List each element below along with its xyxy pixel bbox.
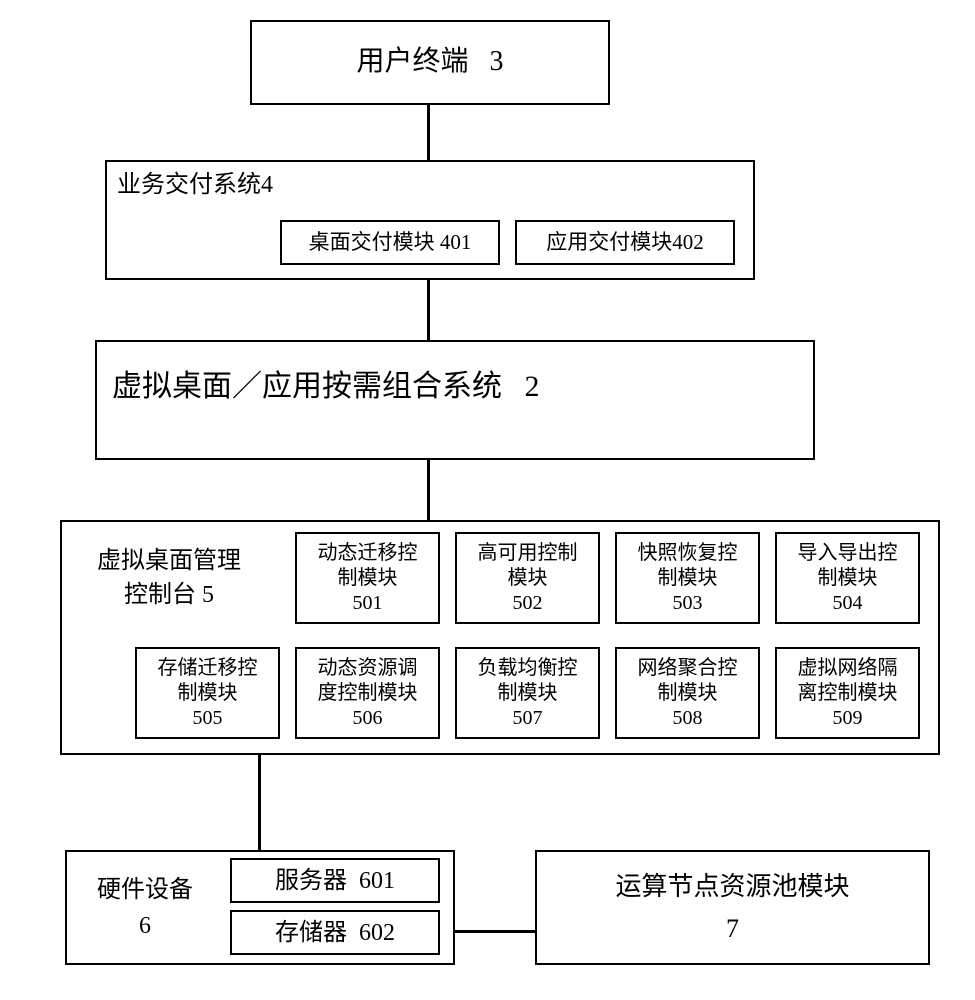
module-503: 快照恢复控 制模块 503 xyxy=(615,532,760,624)
module-505: 存储迁移控 制模块 505 xyxy=(135,647,280,739)
label: 运算节点资源池模块 7 xyxy=(615,866,849,949)
edge-2 xyxy=(427,280,430,340)
edge-5 xyxy=(455,930,535,933)
module-502: 高可用控制 模块 502 xyxy=(455,532,600,624)
label: 导入导出控 制模块 504 xyxy=(798,541,898,616)
label: 虚拟网络隔 离控制模块 509 xyxy=(798,656,898,731)
module-507: 负载均衡控 制模块 507 xyxy=(455,647,600,739)
label: 快照恢复控 制模块 503 xyxy=(638,541,738,616)
node-memory: 存储器 602 xyxy=(230,910,440,955)
module-508: 网络聚合控 制模块 508 xyxy=(615,647,760,739)
label: 应用交付模块402 xyxy=(546,229,704,255)
label: 业务交付系统4 xyxy=(117,170,273,201)
label: 动态资源调 度控制模块 506 xyxy=(318,656,418,731)
label: 服务器 601 xyxy=(275,866,395,896)
node-desktop-delivery: 桌面交付模块 401 xyxy=(280,220,500,265)
system-architecture-diagram: 用户终端 3 业务交付系统4 桌面交付模块 401 应用交付模块402 虚拟桌面… xyxy=(30,20,945,980)
label: 负载均衡控 制模块 507 xyxy=(478,656,578,731)
module-506: 动态资源调 度控制模块 506 xyxy=(295,647,440,739)
label: 网络聚合控 制模块 508 xyxy=(638,656,738,731)
label: 桌面交付模块 401 xyxy=(309,229,472,255)
edge-4 xyxy=(258,755,261,850)
node-app-delivery: 应用交付模块402 xyxy=(515,220,735,265)
label: 存储迁移控 制模块 505 xyxy=(158,656,258,731)
module-509: 虚拟网络隔 离控制模块 509 xyxy=(775,647,920,739)
label: 存储器 602 xyxy=(275,918,395,948)
node-vd-system: 虚拟桌面／应用按需组合系统 2 xyxy=(95,340,815,460)
node-server: 服务器 601 xyxy=(230,858,440,903)
label: 虚拟桌面／应用按需组合系统 2 xyxy=(112,367,540,406)
edge-3 xyxy=(427,460,430,520)
label: 虚拟桌面管理 控制台 5 xyxy=(97,545,241,612)
node-pool: 运算节点资源池模块 7 xyxy=(535,850,930,965)
module-504: 导入导出控 制模块 504 xyxy=(775,532,920,624)
edge-1 xyxy=(427,105,430,160)
label: 硬件设备 6 xyxy=(97,872,193,944)
label: 动态迁移控 制模块 501 xyxy=(318,541,418,616)
label: 高可用控制 模块 502 xyxy=(478,541,578,616)
label: 用户终端 3 xyxy=(356,44,503,80)
module-501: 动态迁移控 制模块 501 xyxy=(295,532,440,624)
node-user-terminal: 用户终端 3 xyxy=(250,20,610,105)
